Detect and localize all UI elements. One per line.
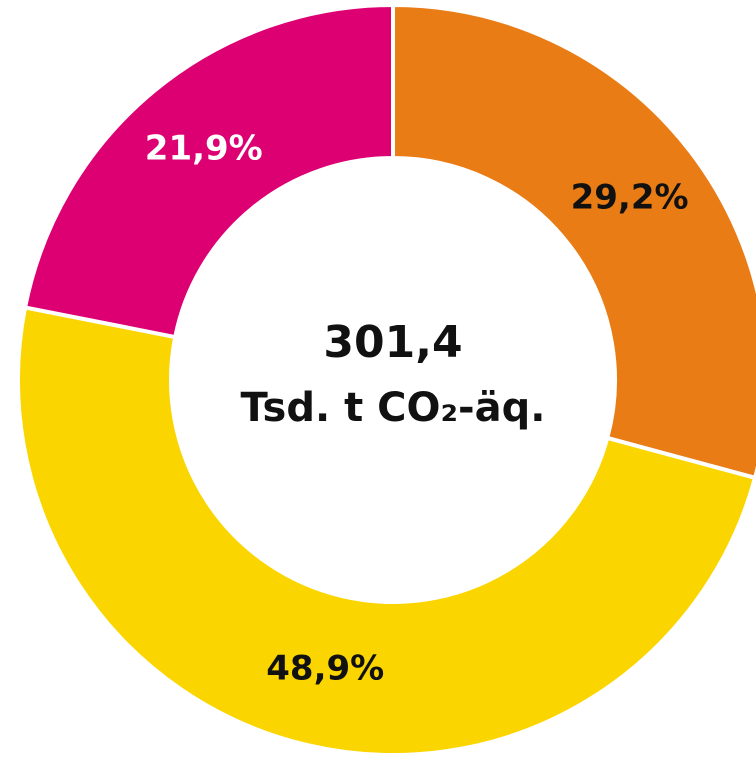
donut <box>16 2 756 757</box>
value-label: 29,2% <box>571 177 689 217</box>
center-total: 301,4 <box>323 317 462 368</box>
donut-segment <box>22 2 395 340</box>
donut-segment <box>16 305 756 757</box>
value-label: 21,9% <box>145 128 263 168</box>
center-unit: Tsd. t CO₂-äq. <box>241 385 546 431</box>
value-label: 48,9% <box>266 649 384 689</box>
donut-segment <box>391 2 756 481</box>
